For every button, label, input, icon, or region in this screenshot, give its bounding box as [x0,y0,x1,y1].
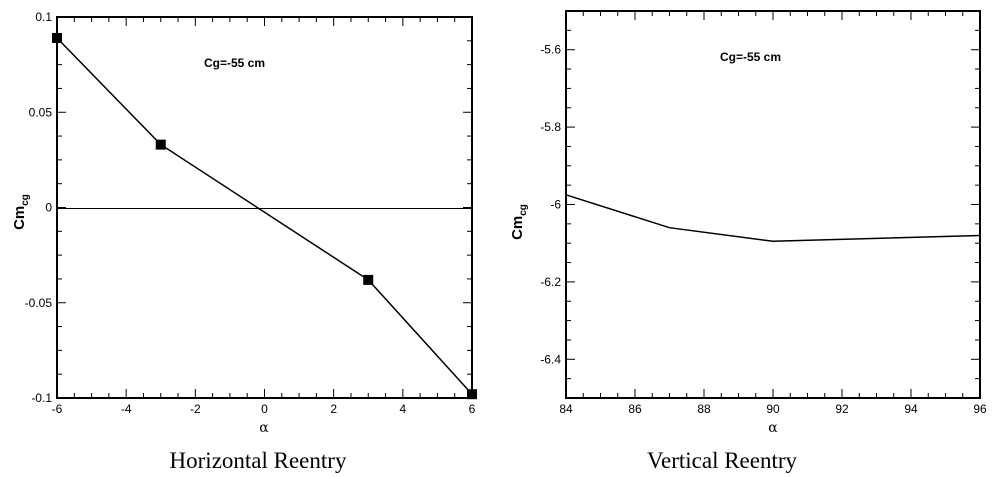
data-point [155,139,166,150]
x-tick-label: 94 [904,402,918,416]
y-axis-label: Cmcg [11,194,31,230]
y-tick-labels: -0.1 -0.05 0 0.05 0.1 [25,10,53,405]
x-tick-label: 90 [766,402,780,416]
y-tick-label: -5.6 [540,43,561,57]
y-tick-label: -6.2 [540,275,561,289]
series-line [56,37,473,395]
x-tick-label: 92 [835,402,849,416]
chart-annotation: Cg=-55 cm [720,50,781,64]
axis-ticks [56,16,473,399]
x-tick-label: 4 [399,402,406,416]
axis-ticks [565,10,981,399]
series-line [565,194,981,243]
y-tick-label: 0 [45,201,52,215]
x-tick-label: 0 [261,402,268,416]
data-point [363,274,374,285]
data-markers [52,32,477,400]
plot-frame [56,16,473,399]
data-series [56,37,473,395]
x-axis-label: α [259,420,269,436]
data-point [467,389,477,400]
x-tick-label: 84 [559,402,573,416]
x-tick-label: 2 [330,402,337,416]
y-tick-label: -6.4 [540,352,561,366]
y-tick-labels: -6.4 -6.2 -6 -5.8 -5.6 [540,43,561,367]
chart-annotation: Cg=-55 cm [204,56,265,70]
data-point [52,32,62,43]
x-tick-labels: 84 86 88 90 92 94 96 [559,402,987,416]
x-tick-label: -2 [190,402,201,416]
y-tick-label: -5.8 [540,120,561,134]
chart-caption: Horizontal Reentry [170,448,347,473]
data-series [565,194,981,243]
vertical-reentry-chart: 84 86 88 90 92 94 96 -6.4 -6.2 -6 -5.8 -5.6 Cg=-55… [509,10,987,473]
x-tick-label: 6 [469,402,476,416]
x-tick-label: 88 [697,402,711,416]
horizontal-reentry-chart: -6 -4 -2 0 2 4 6 -0.1 -0.05 0 0.05 0.1 Cg=-55 cm C… [11,10,477,473]
y-tick-label: -6 [550,198,561,212]
chart-caption: Vertical Reentry [647,448,798,473]
x-tick-label: -6 [52,402,63,416]
y-tick-label: 0.05 [29,105,53,119]
x-tick-label: 96 [973,402,987,416]
x-axis-label: α [768,420,778,436]
plot-frame [565,10,981,399]
y-tick-label: -0.1 [31,391,52,405]
y-tick-label: 0.1 [35,10,52,24]
x-tick-labels: -6 -4 -2 0 2 4 6 [52,402,476,416]
y-tick-label: -0.05 [25,296,53,310]
x-tick-label: 86 [628,402,642,416]
x-tick-label: -4 [121,402,132,416]
y-axis-label: Cmcg [509,204,529,240]
